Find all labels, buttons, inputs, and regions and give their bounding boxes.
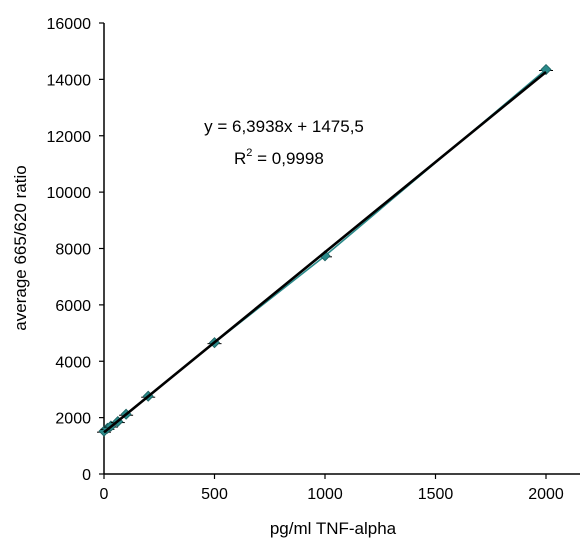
trendline [103, 70, 547, 434]
x-tick-label: 0 [100, 486, 109, 503]
r-squared-value: = 0,9998 [252, 149, 323, 168]
tick-marks [99, 22, 547, 479]
x-tick-label: 1500 [418, 486, 454, 503]
axes [103, 23, 580, 475]
r-squared-superscript: 2 [246, 147, 252, 159]
y-tick-label: 2000 [55, 411, 91, 428]
y-tick-label: 10000 [47, 185, 92, 202]
trendline-group [103, 70, 547, 434]
y-tick-label: 0 [82, 467, 91, 484]
y-axis-title: average 665/620 ratio [11, 165, 30, 330]
y-tick-label: 8000 [55, 242, 91, 259]
y-tick-label: 14000 [47, 72, 92, 89]
r-squared-prefix: R [234, 149, 246, 168]
x-tick-label: 500 [201, 486, 228, 503]
y-tick-label: 12000 [47, 129, 92, 146]
trendline-equation: y = 6,3938x + 1475,5 [204, 117, 364, 136]
r-squared-label: R2 = 0,9998 [234, 147, 324, 168]
x-tick-label: 2000 [528, 486, 564, 503]
y-tick-label: 16000 [47, 16, 92, 33]
y-tick-label: 4000 [55, 354, 91, 371]
data-point [540, 63, 552, 76]
x-axis-title: pg/ml TNF-alpha [270, 519, 397, 538]
x-tick-labels: 0 500 1000 1500 2000 [100, 486, 564, 503]
y-tick-labels: 0 2000 4000 6000 8000 10000 12000 14000 16000 [47, 16, 92, 484]
y-tick-label: 6000 [55, 298, 91, 315]
x-tick-label: 1000 [307, 486, 343, 503]
